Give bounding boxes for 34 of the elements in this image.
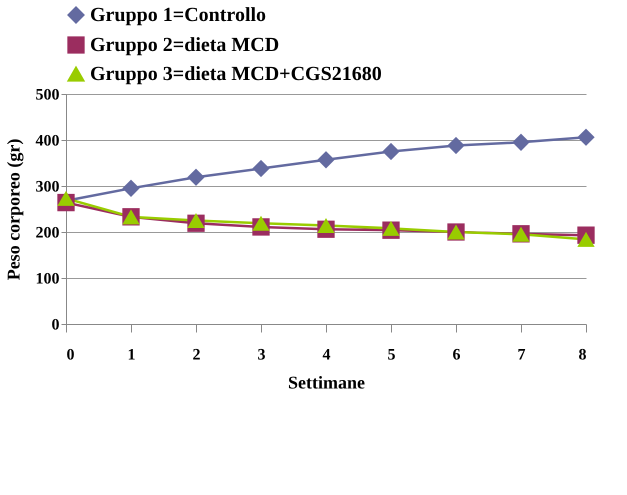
x-tick-label: 5: [388, 346, 396, 364]
legend-label: Gruppo 3=dieta MCD+CGS21680: [90, 63, 382, 85]
point: [187, 213, 205, 228]
legend-label: Gruppo 2=dieta MCD: [90, 34, 280, 56]
x-tick-label: 1: [128, 346, 136, 364]
point: [57, 190, 75, 206]
point: [382, 142, 400, 160]
point: [577, 128, 595, 146]
x-tick-label: 0: [66, 346, 74, 364]
x-tick-label: 4: [322, 346, 330, 364]
y-tick-label: 400: [36, 132, 60, 150]
x-tick-label: 6: [452, 346, 460, 364]
y-tick-label: 200: [36, 224, 60, 242]
x-axis-title: Settimane: [288, 372, 365, 392]
y-tick-label: 0: [52, 316, 60, 334]
point: [577, 232, 595, 247]
point: [317, 151, 335, 168]
point: [252, 160, 270, 178]
y-tick-label: 500: [36, 86, 60, 104]
point: [187, 168, 205, 186]
point: [122, 180, 140, 197]
x-tick-label: 7: [518, 346, 526, 364]
x-tick-label: 8: [578, 346, 586, 364]
point: [447, 136, 465, 154]
point: [512, 134, 530, 151]
y-tick-label: 300: [36, 178, 60, 196]
legend-label: Gruppo 1=Controllo: [90, 4, 266, 26]
x-tick-label: 2: [192, 346, 200, 364]
x-tick-label: 3: [258, 346, 266, 364]
point: [317, 218, 335, 234]
point: [252, 216, 270, 231]
point: [382, 220, 400, 236]
y-axis-title: Peso corporeo (gr): [4, 138, 24, 280]
y-tick-label: 100: [36, 270, 60, 288]
